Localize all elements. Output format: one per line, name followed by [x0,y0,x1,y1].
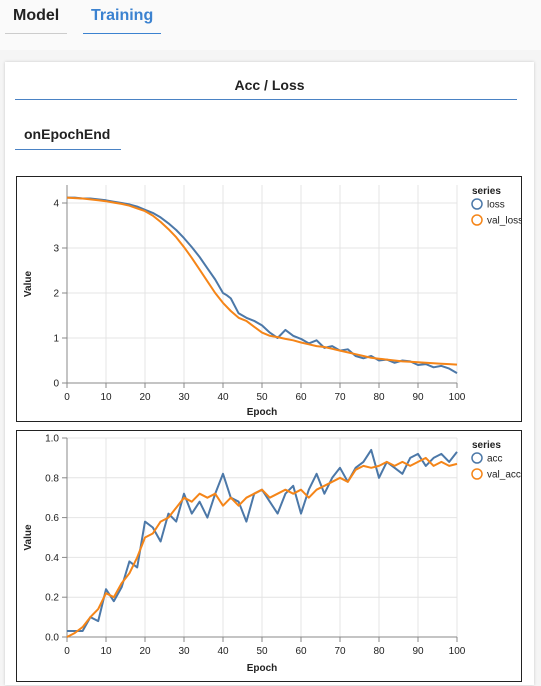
x-tick-label: 90 [412,392,424,403]
y-tick-label: 0 [53,379,59,390]
x-tick-label: 0 [64,646,70,657]
x-tick-label: 10 [100,646,112,657]
loss-chart-container: 0 10 20 30 40 50 60 70 80 90 100 0 1 2 3 4 Epoch Value ser… [16,176,523,422]
series-line-val_acc [66,456,458,638]
x-tick-label: 20 [139,392,151,403]
tab-model[interactable]: Model [13,7,60,24]
x-tick-label: 100 [449,392,466,403]
x-tick-label: 0 [64,392,70,403]
y-tick-label: 0.8 [45,473,59,484]
y-tick-label: 4 [53,199,59,210]
legend-symbol-loss [471,198,483,210]
subsection-underline [15,149,121,150]
y-tick-label: 2 [53,289,59,300]
x-tick-label: 30 [178,392,190,403]
x-tick-label: 40 [217,392,229,403]
x-tick-label: 60 [295,392,307,403]
tab-training-underline [83,33,161,34]
x-tick-label: 90 [412,646,424,657]
x-tick-label: 80 [373,646,385,657]
x-axis-title: Epoch [247,663,278,674]
legend-title: series [472,440,501,451]
accuracy-chart-container: 0 10 20 30 40 50 60 70 80 90 100 0.0 0.2 0.4 0.6 0.8 1.0… [16,430,522,682]
legend-label-val_loss: val_loss [487,216,521,227]
subsection-title: onEpochEnd [24,126,111,142]
x-tick-label: 50 [256,646,268,657]
y-tick-label: 3 [53,244,59,255]
y-tick-label: 0.6 [45,513,59,524]
series-line-loss [67,196,458,374]
x-tick-label: 80 [373,392,385,403]
loss-chart: 0 10 20 30 40 50 60 70 80 90 100 0 1 2 3 4 Epoch Value ser… [23,185,523,418]
legend-symbol-acc [471,452,483,464]
x-axis-title: Epoch [247,407,278,418]
legend-label-acc: acc [487,454,503,465]
legend-title: series [472,186,501,197]
legend-label-loss: loss [487,200,505,211]
x-tick-label: 50 [256,392,268,403]
x-tick-label: 100 [449,646,466,657]
section-divider [15,99,517,100]
y-tick-label: 0.4 [45,553,59,564]
legend-symbol-val_acc [471,468,483,480]
legend-label-val_acc: val_acc [487,470,521,481]
x-tick-label: 70 [334,392,346,403]
y-tick-label: 0.2 [45,593,59,604]
y-axis-title: Value [23,271,34,298]
legend-symbol-val_loss [471,214,483,226]
x-tick-label: 30 [178,646,190,657]
y-axis-title: Value [23,524,34,551]
tab-bar: Model Training [0,0,541,50]
tab-training[interactable]: Training [91,7,154,24]
x-tick-label: 70 [334,646,346,657]
accuracy-chart: 0 10 20 30 40 50 60 70 80 90 100 0.0 0.2 0.4 0.6 0.8 1.0… [23,434,521,675]
y-tick-label: 1 [53,334,59,345]
x-tick-label: 10 [100,392,112,403]
section-title: Acc / Loss [234,77,305,93]
x-tick-label: 40 [217,646,229,657]
x-tick-label: 60 [295,646,307,657]
x-tick-label: 20 [139,646,151,657]
series-line-val_loss [66,196,458,366]
visor-card: Acc / Loss onEpochEnd 0 10 20 30 40 50 60 70 80 9… [5,62,534,685]
tab-model-underline [5,33,67,34]
y-tick-label: 1.0 [45,434,59,445]
y-tick-label: 0.0 [45,633,59,644]
